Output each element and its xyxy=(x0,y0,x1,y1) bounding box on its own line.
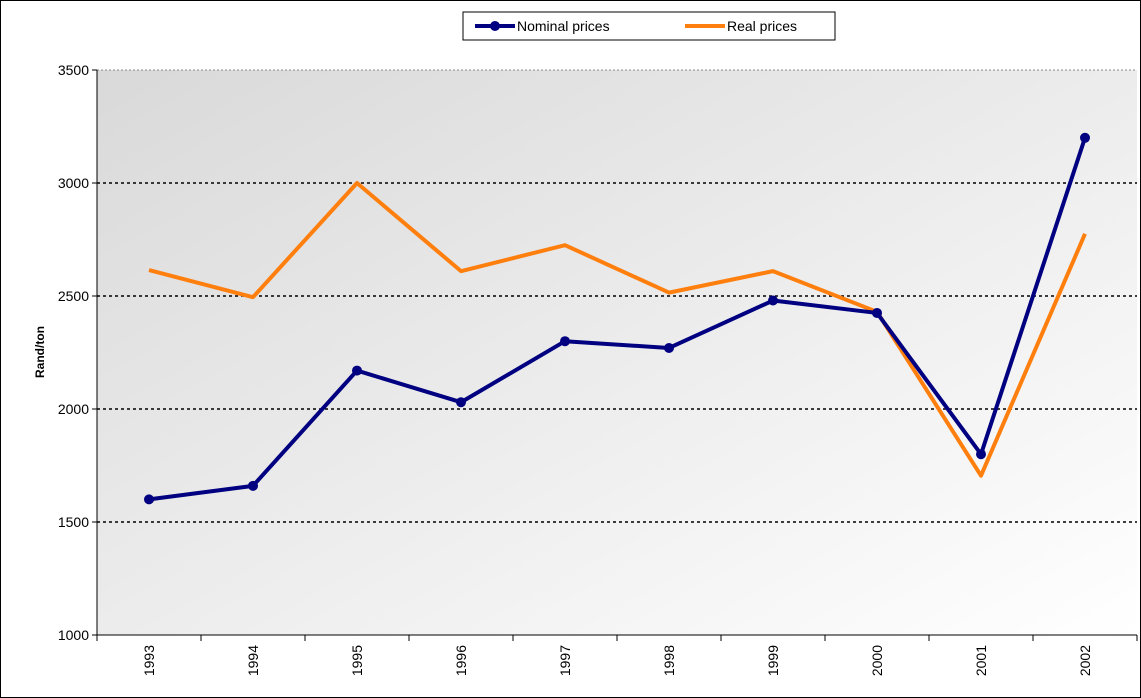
legend-box xyxy=(462,11,836,41)
data-point xyxy=(144,494,154,505)
y-axis-label: Rand/ton xyxy=(33,326,47,378)
y-tick-label: 3000 xyxy=(58,175,89,191)
legend-label: Nominal prices xyxy=(517,18,610,34)
x-tick-label: 1999 xyxy=(765,645,781,676)
y-tick-label: 1500 xyxy=(58,514,89,530)
x-tick-label: 2001 xyxy=(973,645,989,676)
series-line xyxy=(148,181,1087,478)
legend-marker xyxy=(490,21,500,31)
data-point xyxy=(560,336,570,347)
x-tick-label: 2000 xyxy=(869,645,885,676)
data-point xyxy=(248,480,258,491)
x-tick-label: 1998 xyxy=(661,645,677,676)
x-tick-label: 1994 xyxy=(245,645,261,676)
data-point xyxy=(768,295,778,306)
data-point xyxy=(664,342,674,353)
data-point xyxy=(456,397,466,408)
x-tick-label: 2002 xyxy=(1077,645,1093,676)
series-line xyxy=(148,137,1087,502)
y-tick-label: 2000 xyxy=(58,401,89,417)
x-tick-label: 1997 xyxy=(557,645,573,676)
y-tick-label: 2500 xyxy=(58,288,89,304)
data-point xyxy=(352,365,362,376)
data-point xyxy=(1080,132,1090,143)
plot-area xyxy=(97,70,1137,635)
data-point xyxy=(872,307,882,318)
legend-label: Real prices xyxy=(727,18,797,34)
y-tick-label: 3500 xyxy=(58,62,89,78)
x-tick-label: 1993 xyxy=(141,645,157,676)
x-tick-label: 1995 xyxy=(349,645,365,676)
data-point xyxy=(976,449,986,460)
y-tick-label: 1000 xyxy=(58,627,89,643)
x-tick-label: 1996 xyxy=(453,645,469,676)
